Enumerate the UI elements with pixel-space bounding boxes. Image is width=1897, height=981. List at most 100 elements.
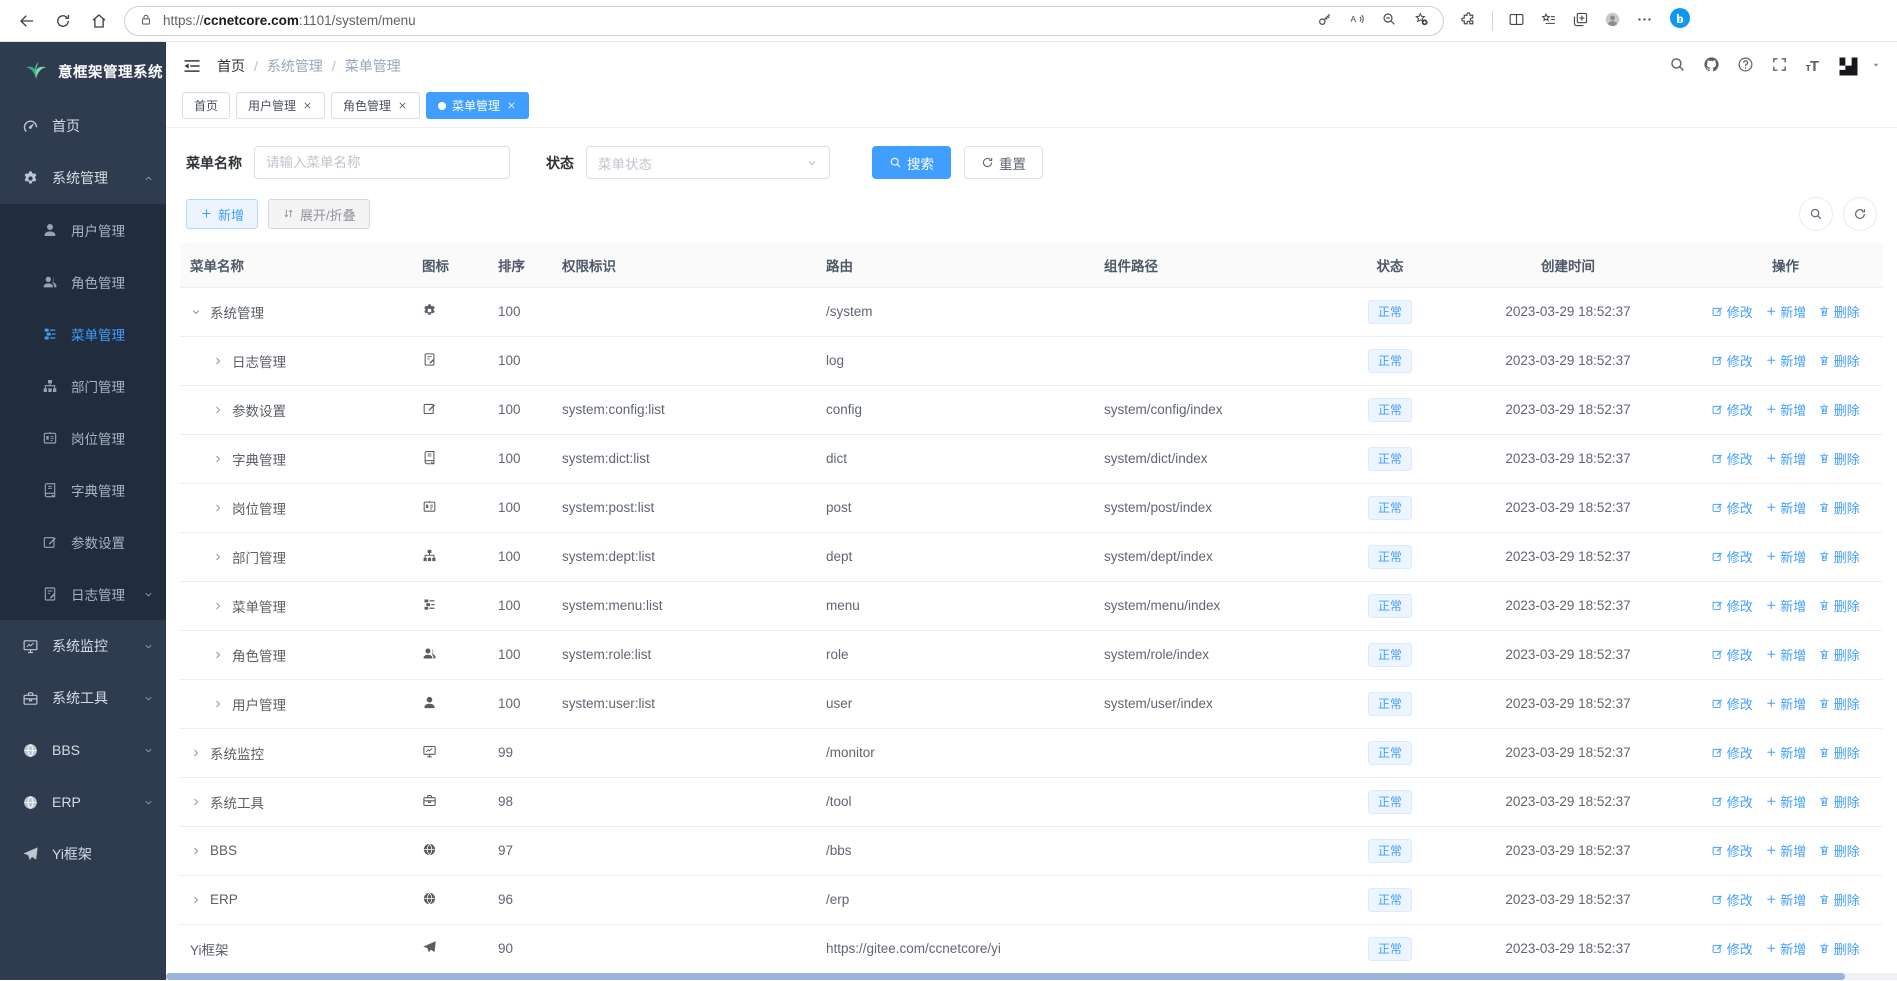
edit-link-dept[interactable]: 修改	[1711, 547, 1753, 566]
sidebar-item-monitor[interactable]: 系统监控	[0, 620, 166, 672]
favorites-icon[interactable]	[1540, 11, 1557, 31]
search-button[interactable]: 搜索	[872, 146, 951, 179]
expand-arrow-icon[interactable]	[190, 796, 203, 808]
horizontal-scrollbar[interactable]	[166, 973, 1897, 980]
sidebar-item-role-admin[interactable]: 角色管理	[0, 256, 166, 308]
expand-arrow-icon[interactable]	[190, 845, 203, 857]
add-link-monitor[interactable]: 新增	[1765, 743, 1806, 762]
add-link-yi[interactable]: 新增	[1765, 939, 1806, 958]
sidebar-item-erp[interactable]: ERP	[0, 776, 166, 828]
delete-link-post[interactable]: 删除	[1818, 498, 1860, 517]
close-icon[interactable]	[506, 100, 517, 111]
refresh-table-button[interactable]	[1843, 197, 1877, 231]
address-bar[interactable]: https://ccnetcore.com:1101/system/menu A	[124, 5, 1444, 36]
sidebar-item-menu-admin[interactable]: 菜单管理	[0, 308, 166, 360]
edit-link-post[interactable]: 修改	[1711, 498, 1753, 517]
browser-essentials-icon[interactable]	[1460, 11, 1477, 31]
add-link-dict[interactable]: 新增	[1765, 449, 1806, 468]
close-icon[interactable]	[302, 100, 313, 111]
lock-icon[interactable]	[139, 13, 153, 29]
add-link-dept[interactable]: 新增	[1765, 547, 1806, 566]
sidebar-item-home[interactable]: 首页	[0, 100, 166, 152]
home-icon[interactable]	[82, 5, 116, 37]
edit-link-yi[interactable]: 修改	[1711, 939, 1753, 958]
edit-link-role[interactable]: 修改	[1711, 645, 1753, 664]
edit-link-user[interactable]: 修改	[1711, 694, 1753, 713]
tab-home[interactable]: 首页	[182, 92, 231, 119]
scrollbar-thumb[interactable]	[166, 973, 1846, 980]
expand-arrow-icon[interactable]	[212, 453, 225, 465]
delete-link-dept[interactable]: 删除	[1818, 547, 1860, 566]
sidebar-item-yi-framework[interactable]: Yi框架	[0, 828, 166, 880]
expand-arrow-icon[interactable]	[212, 404, 225, 416]
github-icon[interactable]	[1703, 56, 1720, 76]
add-link-config[interactable]: 新增	[1765, 400, 1806, 419]
delete-link-erp[interactable]: 删除	[1818, 890, 1860, 909]
more-menu-icon[interactable]	[1636, 11, 1653, 31]
help-icon[interactable]	[1737, 56, 1754, 76]
sidebar-item-bbs[interactable]: BBS	[0, 724, 166, 776]
delete-link-tool[interactable]: 删除	[1818, 792, 1860, 811]
add-link-role[interactable]: 新增	[1765, 645, 1806, 664]
delete-link-monitor[interactable]: 删除	[1818, 743, 1860, 762]
add-link-post[interactable]: 新增	[1765, 498, 1806, 517]
tab-role-admin[interactable]: 角色管理	[331, 92, 421, 119]
zoom-out-icon[interactable]	[1381, 11, 1397, 30]
expand-arrow-icon[interactable]	[190, 894, 203, 906]
edit-link-erp[interactable]: 修改	[1711, 890, 1753, 909]
add-link-menu[interactable]: 新增	[1765, 596, 1806, 615]
delete-link-bbs[interactable]: 删除	[1818, 841, 1860, 860]
expand-arrow-icon[interactable]	[212, 649, 225, 661]
sidebar-fold-icon[interactable]	[182, 56, 202, 76]
edit-link-config[interactable]: 修改	[1711, 400, 1753, 419]
add-link-system[interactable]: 新增	[1765, 302, 1806, 321]
edit-link-tool[interactable]: 修改	[1711, 792, 1753, 811]
search-icon[interactable]	[1669, 56, 1686, 76]
expand-arrow-icon[interactable]	[190, 306, 203, 318]
delete-link-config[interactable]: 删除	[1818, 400, 1860, 419]
read-aloud-icon[interactable]: A	[1349, 11, 1365, 30]
expand-collapse-button[interactable]: 展开/折叠	[268, 199, 370, 229]
sidebar-item-config-admin[interactable]: 参数设置	[0, 516, 166, 568]
expand-arrow-icon[interactable]	[212, 600, 225, 612]
expand-arrow-icon[interactable]	[212, 502, 225, 514]
add-link-bbs[interactable]: 新增	[1765, 841, 1806, 860]
tab-menu-admin[interactable]: 菜单管理	[426, 92, 530, 119]
edit-link-system[interactable]: 修改	[1711, 302, 1753, 321]
expand-arrow-icon[interactable]	[212, 551, 225, 563]
sidebar-item-dict-admin[interactable]: 字典管理	[0, 464, 166, 516]
app-logo[interactable]: 意框架管理系统	[0, 42, 166, 100]
bing-icon[interactable]: b	[1668, 6, 1692, 34]
avatar-caret-icon[interactable]	[1871, 60, 1881, 72]
add-link-erp[interactable]: 新增	[1765, 890, 1806, 909]
sidebar-item-user-admin[interactable]: 用户管理	[0, 204, 166, 256]
delete-link-user[interactable]: 删除	[1818, 694, 1860, 713]
url-text[interactable]: https://ccnetcore.com:1101/system/menu	[163, 13, 416, 28]
profile-avatar-icon[interactable]	[1604, 11, 1621, 31]
delete-link-system[interactable]: 删除	[1818, 302, 1860, 321]
expand-arrow-icon[interactable]	[212, 698, 225, 710]
reset-button[interactable]: 重置	[964, 146, 1043, 179]
edit-link-bbs[interactable]: 修改	[1711, 841, 1753, 860]
user-logo-avatar[interactable]	[1835, 53, 1862, 80]
fullscreen-icon[interactable]	[1771, 56, 1788, 76]
add-button[interactable]: 新增	[186, 199, 259, 229]
edit-link-monitor[interactable]: 修改	[1711, 743, 1753, 762]
add-link-tool[interactable]: 新增	[1765, 792, 1806, 811]
sidebar-item-system-admin[interactable]: 系统管理	[0, 152, 166, 204]
breadcrumb-item[interactable]: 首页	[217, 58, 245, 74]
font-size-icon[interactable]: тT	[1805, 57, 1819, 75]
expand-arrow-icon[interactable]	[190, 747, 203, 759]
edit-link-dict[interactable]: 修改	[1711, 449, 1753, 468]
edit-link-log[interactable]: 修改	[1711, 351, 1753, 370]
delete-link-log[interactable]: 删除	[1818, 351, 1860, 370]
add-link-user[interactable]: 新增	[1765, 694, 1806, 713]
breadcrumb-item[interactable]: 菜单管理	[344, 58, 401, 74]
split-screen-icon[interactable]	[1508, 11, 1525, 31]
favorite-star-icon[interactable]	[1413, 11, 1429, 30]
sidebar-item-log-admin[interactable]: 日志管理	[0, 568, 166, 620]
delete-link-dict[interactable]: 删除	[1818, 449, 1860, 468]
tab-user-admin[interactable]: 用户管理	[236, 92, 326, 119]
delete-link-role[interactable]: 删除	[1818, 645, 1860, 664]
show-search-button[interactable]	[1799, 197, 1833, 231]
